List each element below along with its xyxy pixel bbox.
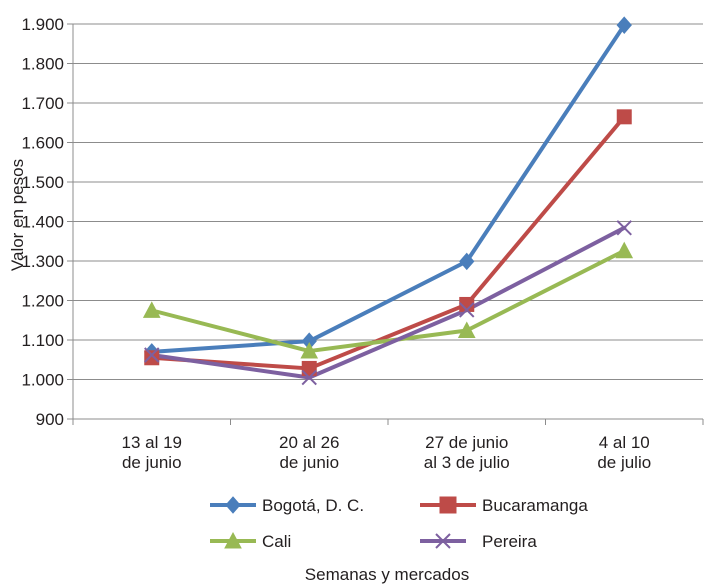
series-line bbox=[149, 114, 627, 371]
legend-label: Bucaramanga bbox=[482, 496, 588, 515]
x-tick-label: 4 al 10 de julio bbox=[597, 433, 651, 472]
series-line bbox=[149, 248, 627, 354]
legend-marker bbox=[439, 496, 457, 514]
data-point bbox=[301, 360, 317, 376]
legend-marker bbox=[225, 496, 241, 514]
data-point bbox=[616, 220, 632, 236]
legend-label: Cali bbox=[262, 532, 291, 551]
legend-label: Bogotá, D. C. bbox=[262, 496, 364, 515]
legend-label: Pereira bbox=[482, 532, 537, 551]
axes bbox=[67, 23, 704, 425]
data-point bbox=[459, 296, 475, 312]
x-tick-label: 20 al 26 de junio bbox=[279, 433, 340, 472]
data-point bbox=[459, 252, 475, 271]
data-point bbox=[301, 369, 317, 386]
y-tick-label: 1.100 bbox=[21, 331, 64, 350]
y-tick-label: 900 bbox=[36, 410, 64, 429]
legend-item: Bucaramanga bbox=[420, 496, 588, 515]
y-tick-label: 1.400 bbox=[21, 213, 64, 232]
y-tick-label: 1.300 bbox=[21, 252, 64, 271]
x-axis-label: Semanas y mercados bbox=[305, 565, 469, 584]
data-point bbox=[144, 347, 160, 363]
series-markers bbox=[142, 16, 634, 386]
y-tick-label: 1.200 bbox=[21, 292, 64, 311]
y-tick-label: 1.900 bbox=[21, 15, 64, 34]
x-tick-labels: 13 al 19 de junio 20 al 26 de junio 27 de ju… bbox=[122, 433, 652, 472]
y-tick-label: 1.000 bbox=[21, 371, 64, 390]
legend-marker bbox=[435, 533, 451, 549]
y-tick-label: 1.500 bbox=[21, 173, 64, 192]
data-point bbox=[615, 241, 634, 259]
legend-item: Pereira bbox=[420, 532, 537, 551]
data-point bbox=[144, 350, 160, 366]
legend: Bogotá, D. C. Bucaramanga Cali Pereira bbox=[210, 496, 588, 551]
data-point bbox=[616, 109, 632, 125]
series-lines bbox=[149, 23, 627, 380]
data-point bbox=[300, 341, 319, 359]
data-point bbox=[616, 16, 632, 34]
series-line bbox=[149, 23, 627, 354]
legend-item: Cali bbox=[210, 531, 291, 551]
x-tick-label: 27 de junio al 3 de julio bbox=[424, 433, 510, 472]
y-tick-label: 1.800 bbox=[21, 55, 64, 74]
y-tick-labels: 900 1.000 1.100 1.200 1.300 1.400 1.500 1.600 1.… bbox=[21, 15, 64, 429]
y-axis-label: Valor en pesos bbox=[8, 159, 27, 271]
data-point bbox=[142, 301, 161, 318]
y-tick-label: 1.700 bbox=[21, 94, 64, 113]
data-point bbox=[459, 302, 475, 318]
data-point bbox=[457, 321, 476, 339]
legend-item: Bogotá, D. C. bbox=[210, 496, 364, 515]
y-tick-label: 1.600 bbox=[21, 134, 64, 153]
series-line bbox=[149, 225, 627, 380]
legend-marker bbox=[224, 531, 242, 549]
x-tick-label: 13 al 19 de junio bbox=[122, 433, 183, 472]
